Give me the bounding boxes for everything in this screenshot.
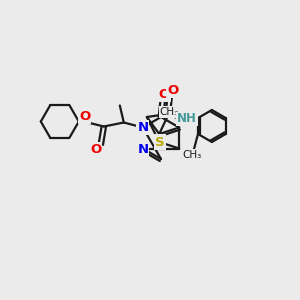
Text: CH₃: CH₃ <box>182 150 202 160</box>
Text: O: O <box>79 110 90 123</box>
Text: NH: NH <box>177 112 197 125</box>
Text: O: O <box>167 83 178 97</box>
Text: N: N <box>137 121 148 134</box>
Text: CH₃: CH₃ <box>160 107 179 117</box>
Text: N: N <box>137 143 148 156</box>
Text: O: O <box>158 88 169 100</box>
Text: S: S <box>155 136 165 148</box>
Text: O: O <box>90 143 101 156</box>
